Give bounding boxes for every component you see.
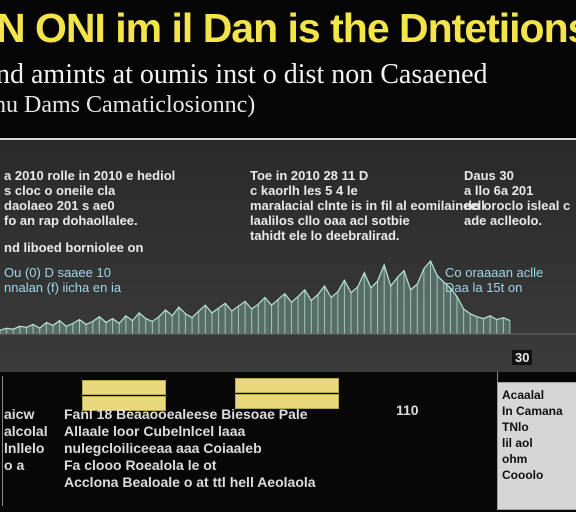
tick-label: 110 [396,402,419,419]
timeline-tag-3 [235,378,339,393]
annotation-blue-right: Co oraaaan aclle Daa la 15t on [445,265,543,295]
page-subtitle: nd amints at oumis inst o dist non Casae… [0,60,488,90]
page-title: N ONI im il Dan is the Dntetiions [0,6,576,50]
bottom-column-middle: Fanl 18 Beaaooealeese Biesoae Pale Allaa… [64,406,316,491]
timeline-tag-1 [82,380,166,395]
bottom-callout: Acaalal In Camana TNlo lil aol ohm Coool… [497,382,576,510]
page-subtitle-secondary: hu Dams Camaticlosionnc) [0,92,255,118]
bottom-column-left: aicw alcolal lnllelo o a [4,406,48,474]
annotation-blue-left: Ou (0) D saaee 10 nnalan (f) iicha en ia [4,265,121,295]
annotation-middle: Toe in 2010 28 11 D c kaorlh les 5 4 le … [250,168,485,243]
callout-value: 30 [512,350,532,365]
divider-left [2,376,3,506]
annotation-left-2: nd liboed borniolee on [4,240,143,255]
annotation-right: Daus 30 a llo 6a 201 do oroclo isleal c … [464,168,570,228]
annotation-left: a 2010 rolle in 2010 e hediol s cloc o o… [4,168,175,228]
bottom-column-right: Acaalal In Camana TNlo lil aol ohm Coool… [498,383,576,487]
